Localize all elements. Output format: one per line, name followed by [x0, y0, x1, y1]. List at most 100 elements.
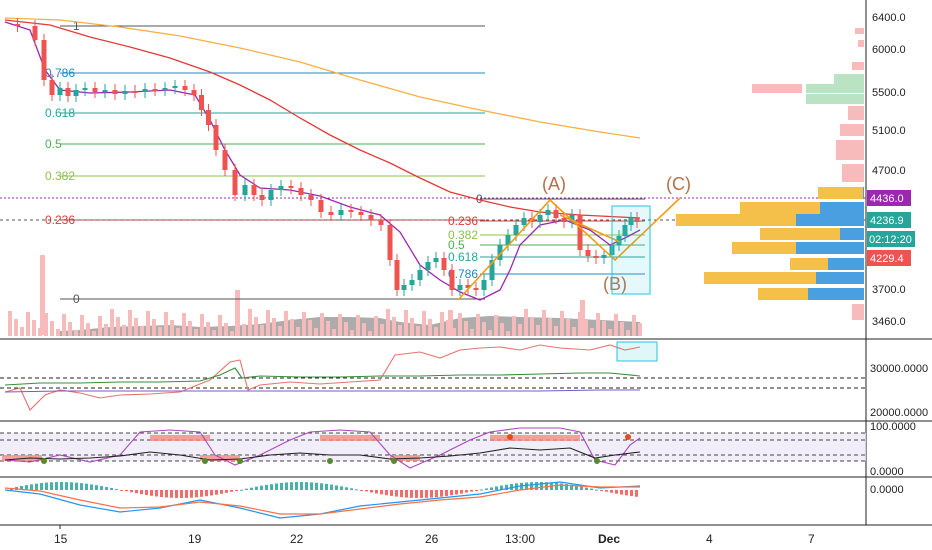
macd-bar [310, 482, 313, 490]
fib-large-label-2: 0.618 [45, 106, 75, 120]
volume-bar [152, 319, 156, 336]
price-badges: 4436.0 4236.9 02:12:20 4229.4 [867, 190, 915, 266]
candle-body [368, 215, 374, 220]
macd-bar [115, 489, 118, 491]
macd-bar [290, 482, 293, 490]
candle-body [288, 186, 294, 188]
candle-body [338, 210, 344, 215]
macd-bar [195, 490, 198, 498]
volume-bar [536, 325, 540, 336]
candle-body [622, 225, 628, 236]
volume-bar [272, 318, 276, 336]
macd-bar [510, 483, 513, 490]
macd-bar [65, 482, 68, 490]
macd-bar [20, 485, 23, 490]
candle-body [15, 24, 20, 26]
candle-body [634, 218, 640, 222]
volume-bar [32, 320, 36, 336]
candle-body [348, 210, 354, 212]
panel1-tick-high: 30000.0000 [870, 363, 928, 375]
vprofile-buy-7 [808, 288, 864, 300]
candle-body [278, 186, 284, 190]
volume-bar [62, 314, 66, 336]
fib-small-label-3: 0.5 [448, 238, 465, 252]
macd-bar [220, 490, 223, 494]
candle-body [465, 285, 471, 288]
volume-bar [626, 330, 630, 336]
volume-bar [338, 314, 342, 336]
macd-bar [70, 482, 73, 490]
volume-bar [68, 322, 72, 336]
volume-bar [98, 316, 102, 336]
wave-label-c: (C) [666, 174, 691, 194]
candle-body [409, 280, 415, 285]
volume-bar [500, 323, 504, 336]
panel2-tick-high: 100.0000 [870, 421, 916, 433]
macd-bar [390, 490, 393, 496]
volume-bar [530, 317, 534, 336]
volume-bar [542, 310, 546, 336]
candle-body [182, 86, 188, 90]
volume-bar [572, 327, 576, 336]
macd-bar [585, 487, 588, 490]
macd-bar [475, 490, 478, 491]
volume-spike [448, 310, 453, 336]
candle-body [142, 89, 148, 92]
time-tick-1300: 13:00 [505, 532, 535, 546]
candle-body [112, 90, 118, 94]
candle-body [628, 218, 634, 225]
candle-body [441, 258, 447, 270]
fib-small-label-1: 0.236 [448, 214, 478, 228]
macd-bar [275, 483, 278, 490]
volume-bar [488, 330, 492, 336]
candle-body [65, 88, 71, 96]
macd-bar [350, 488, 353, 490]
candlesticks [15, 18, 640, 296]
macd-bar [485, 488, 488, 490]
vprofile-sell-7 [758, 288, 808, 300]
candle-body [457, 285, 463, 290]
macd-bar [445, 490, 448, 497]
macd-bar [165, 490, 168, 498]
volume-bar [26, 312, 30, 336]
candle-body [328, 212, 334, 215]
volume-bar [50, 321, 54, 336]
macd-bar [140, 490, 143, 495]
volume-bar [140, 326, 144, 336]
macd-bar [595, 489, 598, 491]
vprofile-buy-4 [796, 242, 864, 254]
candle-body [537, 215, 543, 222]
macd-bar [580, 486, 583, 490]
volume-bar [116, 317, 120, 336]
badge-resistance: 4436.0 [870, 193, 904, 205]
volume-bar [278, 326, 282, 336]
macd-bar [255, 486, 258, 490]
candle-body [152, 89, 158, 91]
volume-bar [554, 326, 558, 336]
macd-bar [125, 490, 128, 492]
candle-body [497, 245, 503, 260]
volume-bar [86, 323, 90, 336]
badge-low: 4229.4 [870, 253, 904, 265]
volume-spike [40, 255, 45, 335]
vprofile-sell-3 [760, 228, 840, 240]
candle-body [394, 260, 400, 290]
volume-bar [368, 331, 372, 336]
volume-bar [212, 330, 216, 336]
candle-body [585, 250, 591, 256]
macd-bar [315, 482, 318, 490]
vprofile-sell-6 [704, 272, 816, 284]
macd-bar [320, 483, 323, 490]
volume-bar [134, 318, 138, 336]
vprofile-buy-3 [840, 228, 864, 240]
macd-bar [60, 482, 63, 490]
macd-bar [135, 490, 138, 494]
macd-bar [105, 487, 108, 490]
fib-large-label-4: 0.382 [45, 169, 75, 183]
volume-bar [614, 314, 618, 336]
macd-bar [185, 490, 188, 498]
macd-bar [345, 487, 348, 490]
macd-bar [25, 485, 28, 490]
